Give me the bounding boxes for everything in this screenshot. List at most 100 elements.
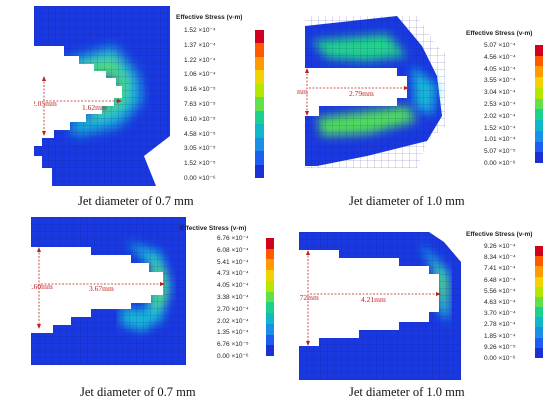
colorbar-swatch <box>255 137 264 152</box>
dim-horizontal-label-1: 1.62mm <box>82 103 107 112</box>
legend-label: 1.06 ×10⁻⁴ <box>184 71 216 79</box>
colorbar-swatch <box>535 256 543 267</box>
colorbar-swatch <box>535 296 543 308</box>
colorbar-swatch <box>535 266 543 278</box>
stress-plot-4: 3.72mm 4.21mm <box>299 232 461 380</box>
legend-label: 1.52 ×10⁻⁴ <box>184 27 216 34</box>
legend-label: 6.10 ×10⁻⁵ <box>184 115 216 123</box>
legend-label: 3.05 ×10⁻⁵ <box>184 145 216 153</box>
legend-label: 9.26 ×10⁻⁵ <box>484 343 516 351</box>
colorbar-swatch <box>266 323 274 336</box>
colorbar-3 <box>266 238 274 357</box>
colorbar-swatch <box>255 124 264 139</box>
stress-map-2: 2.26mm 2.79mm <box>297 6 459 168</box>
stress-plot-3: 2.60mm 3.67mm <box>31 217 186 365</box>
colorbar-swatch <box>255 83 264 98</box>
colorbar-swatch <box>535 55 543 67</box>
legend-title-1: Effective Stress (v-m) <box>176 14 243 21</box>
stress-plot-2: 2.26mm 2.79mm <box>297 6 459 168</box>
legend-label: 3.38 ×10⁻⁴ <box>217 294 249 301</box>
legend-label: 4.56 ×10⁻⁴ <box>484 53 516 61</box>
legend-label: 2.78 ×10⁻⁴ <box>484 321 516 329</box>
caption-2: Jet diameter of 1.0 mm <box>349 194 465 208</box>
legend-label: 0.00 ×10⁻⁶ <box>484 160 516 167</box>
colorbar-swatch <box>266 313 274 325</box>
dim-vertical-label-3: 2.60mm <box>31 282 53 291</box>
colorbar-swatch <box>255 56 264 71</box>
legend-label: 6.48 ×10⁻⁴ <box>484 276 516 284</box>
legend-title-2: Effective Stress (v-m) <box>466 30 533 37</box>
colorbar-swatch <box>535 317 543 328</box>
colorbar-swatch <box>535 109 543 121</box>
colorbar-swatch <box>255 164 264 179</box>
dim-horizontal-label-4: 4.21mm <box>361 295 386 304</box>
caption-4: Jet diameter of 1.0 mm <box>349 385 465 399</box>
legend-title-4: Effective Stress (v-m) <box>466 231 533 238</box>
colorbar-swatch <box>535 246 543 257</box>
legend-label: 3.04 ×10⁻⁴ <box>484 89 516 97</box>
legend-label: 1.85 ×10⁻⁴ <box>484 332 516 340</box>
legend-label: 6.08 ×10⁻⁴ <box>217 246 249 254</box>
colorbar-swatch <box>266 345 274 357</box>
legend-label: 4.05 ×10⁻⁴ <box>484 65 516 73</box>
colorbar-swatch <box>255 30 264 44</box>
legend-label: 1.52 ×10⁻⁵ <box>184 160 216 168</box>
colorbar-swatch <box>535 327 543 339</box>
colorbar-swatch <box>535 98 543 110</box>
legend-label: 4.73 ×10⁻⁴ <box>217 270 249 278</box>
colorbar-swatch <box>266 334 274 346</box>
caption-3: Jet diameter of 0.7 mm <box>80 385 196 399</box>
legend-label: 1.35 ×10⁻⁴ <box>217 329 249 337</box>
colorbar-swatch <box>266 238 274 250</box>
colorbar-swatch <box>535 307 543 318</box>
colorbar-4 <box>535 246 543 359</box>
legend-label: 3.70 ×10⁻⁴ <box>484 310 516 318</box>
colorbar-swatch <box>535 286 543 298</box>
colorbar-swatch <box>535 141 543 153</box>
caption-1: Jet diameter of 0.7 mm <box>78 194 194 208</box>
dim-vertical-label-4: 3.72mm <box>299 293 319 302</box>
stress-plot-1: 2.05mm 1.62mm <box>34 6 170 186</box>
legend-label: 0.00 ×10⁻⁶ <box>484 355 516 362</box>
colorbar-swatch <box>535 66 543 78</box>
colorbar-2 <box>535 45 543 164</box>
legend-label: 1.37 ×10⁻⁴ <box>184 41 216 49</box>
colorbar-1 <box>255 30 264 179</box>
stress-map-4: 3.72mm 4.21mm <box>299 232 461 380</box>
legend-label: 1.22 ×10⁻⁴ <box>184 56 216 64</box>
colorbar-swatch <box>266 291 274 303</box>
colorbar-swatch <box>255 70 264 85</box>
legend-label: 9.16 ×10⁻⁵ <box>184 86 216 94</box>
legend-label: 6.76 ×10⁻⁴ <box>217 235 249 242</box>
legend-label: 5.41 ×10⁻⁴ <box>217 258 249 266</box>
colorbar-swatch <box>255 110 264 125</box>
colorbar-swatch <box>535 337 543 349</box>
legend-label: 6.76 ×10⁻⁵ <box>217 341 249 349</box>
colorbar-swatch <box>535 87 543 100</box>
legend-label: 0.00 ×10⁻⁶ <box>184 175 216 182</box>
legend-label: 0.00 ×10⁻⁶ <box>217 353 249 360</box>
legend-label: 7.63 ×10⁻⁵ <box>184 101 216 108</box>
colorbar-swatch <box>266 248 274 260</box>
legend-label: 2.02 ×10⁻⁴ <box>484 112 516 120</box>
dim-vertical-label-1: 2.05mm <box>34 99 57 108</box>
colorbar-swatch <box>266 259 274 271</box>
legend-label: 7.41 ×10⁻⁴ <box>484 265 516 273</box>
legend-label: 5.07 ×10⁻⁴ <box>484 42 516 49</box>
colorbar-swatch <box>266 280 274 293</box>
dim-horizontal-label-3: 3.67mm <box>89 284 114 293</box>
legend-label: 4.63 ×10⁻⁴ <box>484 299 516 306</box>
legend-label: 5.07 ×10⁻⁵ <box>484 148 516 156</box>
legend-label: 1.01 ×10⁻⁴ <box>484 136 516 144</box>
stress-map-3: 2.60mm 3.67mm <box>31 217 186 365</box>
colorbar-swatch <box>535 45 543 57</box>
dim-vertical-label-2: 2.26mm <box>297 87 308 96</box>
legend-label: 1.52 ×10⁻⁴ <box>484 124 516 132</box>
legend-label: 9.26 ×10⁻⁴ <box>484 243 516 250</box>
legend-title-3: Effective Stress (v-m) <box>180 225 247 232</box>
colorbar-swatch <box>535 130 543 143</box>
colorbar-swatch <box>255 151 264 166</box>
colorbar-swatch <box>266 270 274 282</box>
colorbar-swatch <box>535 276 543 288</box>
legend-label: 5.56 ×10⁻⁴ <box>484 287 516 295</box>
